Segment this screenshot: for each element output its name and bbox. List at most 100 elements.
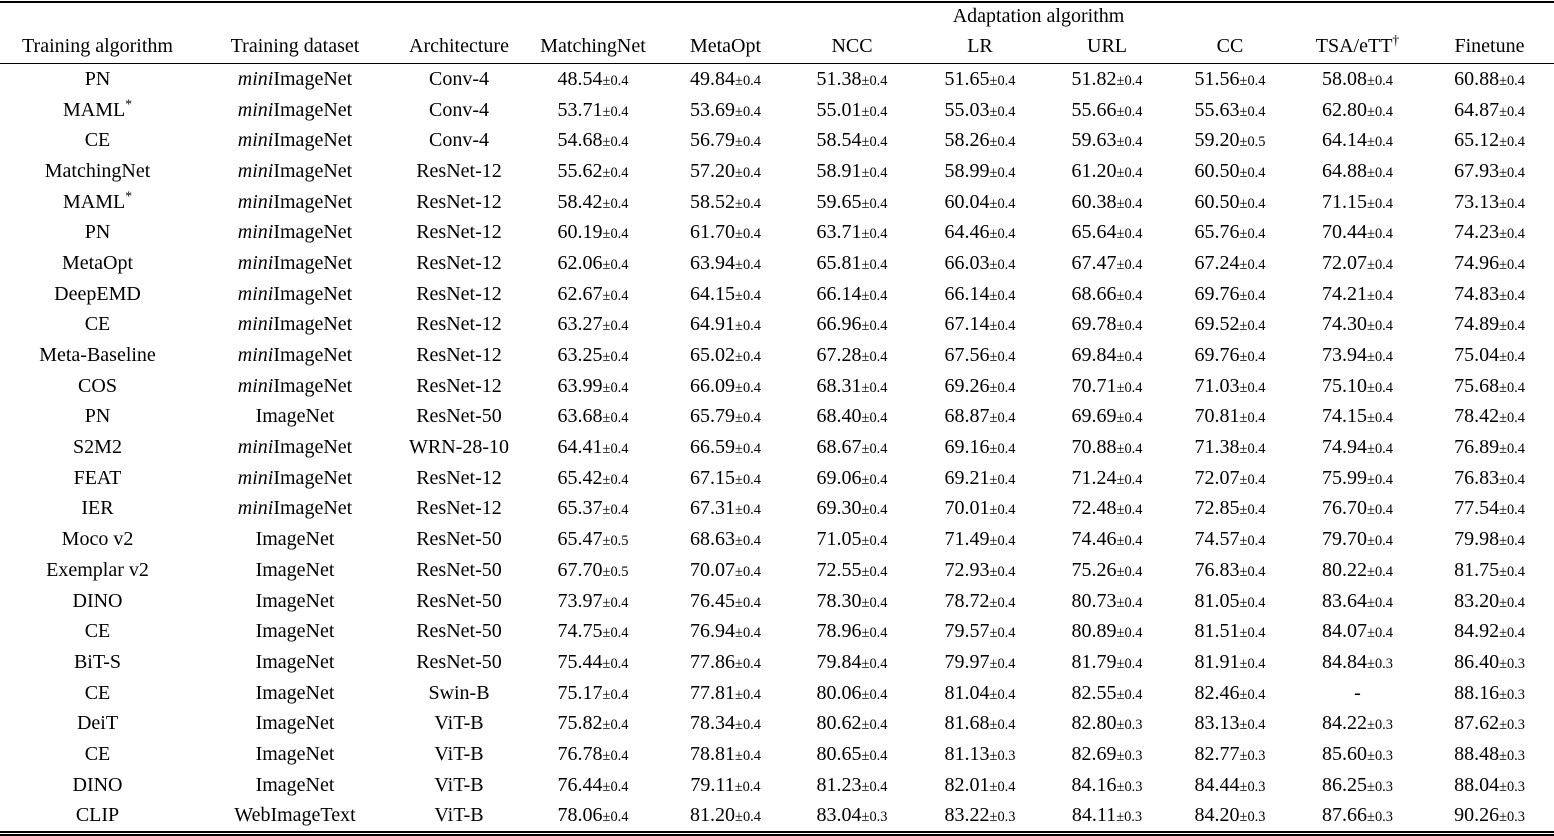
result-cell: 79.11±0.4: [690, 773, 761, 796]
result-cell: 74.15±0.4: [1322, 405, 1393, 428]
architecture-cell: ViT-B: [434, 804, 484, 827]
result-cell: 55.01±0.4: [816, 98, 888, 121]
training-dataset-cell: ImageNet: [255, 650, 335, 673]
result-cell: 77.81±0.4: [690, 681, 761, 704]
result-cell: 73.13±0.4: [1454, 190, 1525, 213]
training-algorithm-cell: CLIP: [75, 804, 120, 827]
result-cell: 51.82±0.4: [1071, 67, 1143, 90]
training-algorithm-cell: COS: [78, 374, 117, 397]
result-cell: 80.65±0.4: [816, 742, 888, 765]
result-cell: 65.02±0.4: [690, 344, 761, 367]
result-cell: 84.07±0.4: [1322, 620, 1393, 643]
result-cell: 61.70±0.4: [690, 221, 761, 244]
result-cell: 83.04±0.3: [816, 804, 888, 827]
result-cell: 55.03±0.4: [944, 98, 1016, 121]
result-cell: 58.54±0.4: [816, 129, 888, 152]
table-row: CE miniImageNet Conv-4 54.68±0.4 56.79±0.4 58…: [0, 125, 1554, 156]
column-header-lr: LR: [916, 30, 1044, 64]
result-cell: 71.24±0.4: [1071, 466, 1143, 489]
result-cell: 64.14±0.4: [1322, 129, 1393, 152]
table-row: MatchingNet miniImageNet ResNet-12 55.62±0.…: [0, 156, 1554, 187]
architecture-cell: ResNet-50: [416, 405, 502, 428]
result-cell: 78.06±0.4: [557, 804, 629, 827]
training-dataset-cell: miniImageNet: [237, 374, 353, 397]
result-cell: 83.20±0.4: [1454, 589, 1525, 612]
result-cell: 69.69±0.4: [1071, 405, 1143, 428]
result-cell: 67.93±0.4: [1454, 159, 1525, 182]
result-cell: 70.01±0.4: [944, 497, 1016, 520]
result-cell: 80.73±0.4: [1071, 589, 1143, 612]
table-row: IER miniImageNet ResNet-12 65.37±0.4 67.31±0…: [0, 494, 1554, 525]
result-cell: 54.68±0.4: [557, 129, 629, 152]
result-cell: 68.66±0.4: [1071, 282, 1143, 305]
result-cell: 51.65±0.4: [944, 67, 1016, 90]
result-cell: 69.76±0.4: [1194, 344, 1266, 367]
training-dataset-cell: miniImageNet: [237, 67, 353, 90]
result-cell: 60.50±0.4: [1194, 190, 1266, 213]
table-row: PN miniImageNet Conv-4 48.54±0.4 49.84±0.4 51…: [0, 64, 1554, 95]
result-cell: 72.93±0.4: [944, 558, 1016, 581]
result-cell: 84.11±0.3: [1071, 804, 1143, 827]
table-row: CE ImageNet ViT-B 76.78±0.4 78.81±0.4 80.65±0…: [0, 739, 1554, 770]
training-dataset-cell: miniImageNet: [237, 282, 353, 305]
result-cell: 48.54±0.4: [557, 67, 629, 90]
result-cell: 76.45±0.4: [690, 589, 761, 612]
result-cell: 69.78±0.4: [1071, 313, 1143, 336]
architecture-cell: Swin-B: [428, 681, 490, 704]
architecture-cell: ResNet-50: [416, 558, 502, 581]
result-cell: 79.70±0.4: [1322, 528, 1393, 551]
result-cell: 67.31±0.4: [690, 497, 761, 520]
result-cell: 66.96±0.4: [816, 313, 888, 336]
result-cell: 59.65±0.4: [816, 190, 888, 213]
result-cell: 75.44±0.4: [557, 650, 629, 673]
result-cell: 51.38±0.4: [816, 67, 888, 90]
training-algorithm-cell: DINO: [72, 773, 123, 796]
training-dataset-cell: miniImageNet: [237, 251, 353, 274]
result-cell: 76.83±0.4: [1454, 466, 1525, 489]
result-cell: 88.48±0.3: [1454, 742, 1525, 765]
result-cell: 59.63±0.4: [1071, 129, 1143, 152]
training-algorithm-cell: Exemplar v2: [46, 558, 149, 581]
adaptation-algorithm-group-header: Adaptation algorithm: [952, 5, 1125, 27]
result-cell: 75.10±0.4: [1322, 374, 1393, 397]
result-cell: 68.31±0.4: [816, 374, 888, 397]
architecture-cell: ViT-B: [434, 712, 484, 735]
training-algorithm-cell: CE: [84, 313, 111, 336]
result-cell: 81.91±0.4: [1194, 650, 1266, 673]
table-row: DINO ImageNet ResNet-50 73.97±0.4 76.45±0.4 7…: [0, 586, 1554, 617]
column-header-url: URL: [1044, 30, 1170, 64]
group-header-spacer: [0, 2, 523, 30]
result-cell: 69.76±0.4: [1194, 282, 1266, 305]
result-cell: 72.48±0.4: [1071, 497, 1143, 520]
result-cell: 64.87±0.4: [1454, 98, 1525, 121]
training-algorithm-cell: DINO: [72, 589, 123, 612]
result-cell: 60.50±0.4: [1194, 159, 1266, 182]
result-cell: 63.71±0.4: [816, 221, 888, 244]
table-row: S2M2 miniImageNet WRN-28-10 64.41±0.4 66.59±…: [0, 432, 1554, 463]
training-dataset-cell: ImageNet: [255, 712, 335, 735]
training-algorithm-cell: PN: [84, 221, 111, 244]
result-cell: 78.42±0.4: [1454, 405, 1525, 428]
result-cell: 63.27±0.4: [557, 313, 629, 336]
training-algorithm-cell: FEAT: [73, 466, 122, 489]
result-cell: 70.88±0.4: [1071, 436, 1143, 459]
result-cell: 69.16±0.4: [944, 436, 1016, 459]
result-cell: 74.94±0.4: [1322, 436, 1393, 459]
result-cell: 74.46±0.4: [1071, 528, 1143, 551]
architecture-cell: ResNet-12: [416, 344, 502, 367]
result-cell: -: [1354, 681, 1361, 704]
result-cell: 79.97±0.4: [944, 650, 1016, 673]
result-cell: 65.76±0.4: [1194, 221, 1266, 244]
result-cell: 74.83±0.4: [1454, 282, 1525, 305]
result-cell: 65.79±0.4: [690, 405, 761, 428]
result-cell: 69.26±0.4: [944, 374, 1016, 397]
training-dataset-cell: ImageNet: [255, 620, 335, 643]
result-cell: 70.44±0.4: [1322, 221, 1393, 244]
result-cell: 63.99±0.4: [557, 374, 629, 397]
architecture-cell: ResNet-12: [416, 251, 502, 274]
result-cell: 71.49±0.4: [944, 528, 1016, 551]
result-cell: 75.04±0.4: [1454, 344, 1525, 367]
result-cell: 58.26±0.4: [944, 129, 1016, 152]
training-dataset-cell: ImageNet: [255, 773, 335, 796]
result-cell: 72.85±0.4: [1194, 497, 1266, 520]
